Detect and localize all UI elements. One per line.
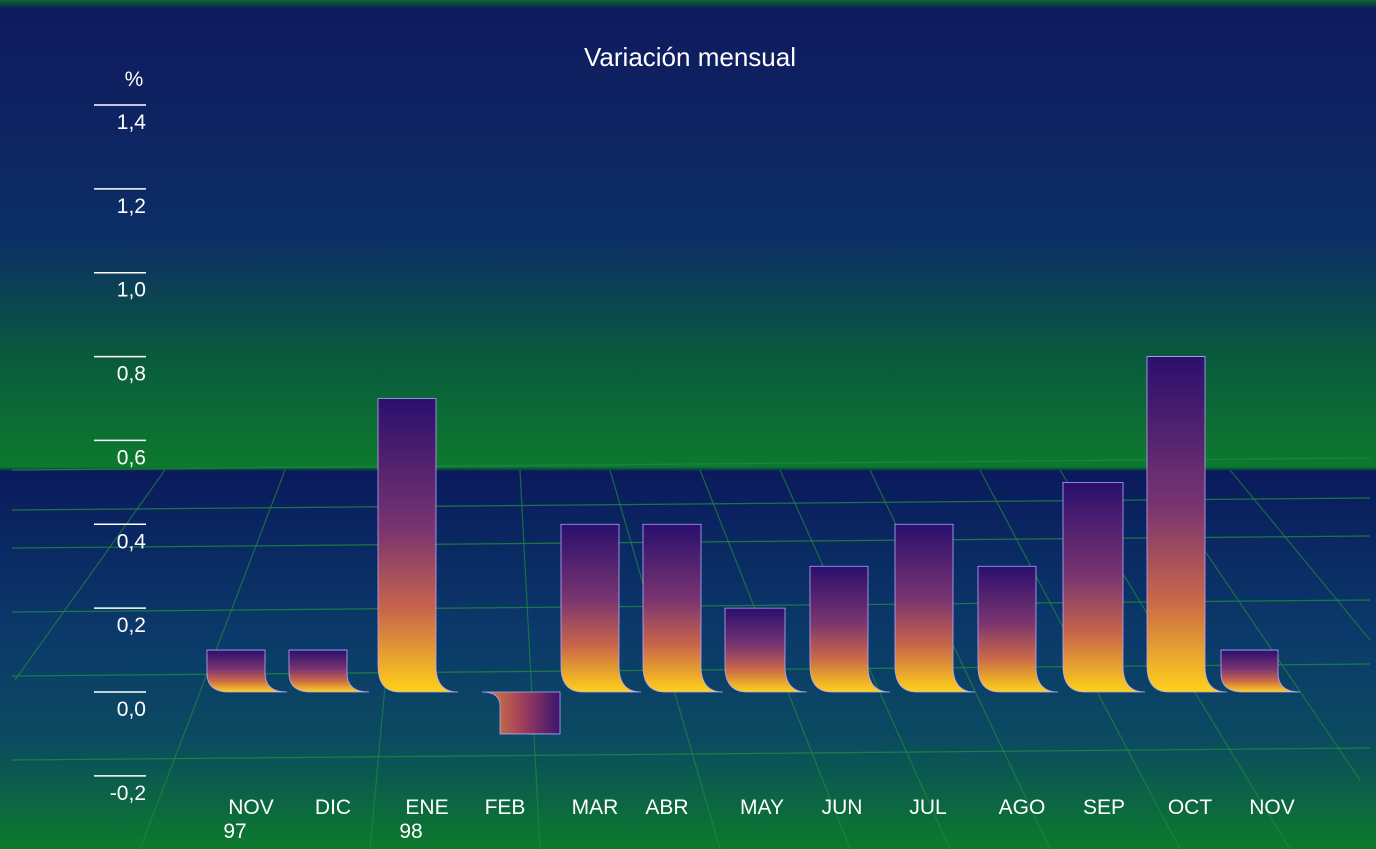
- bar: [642, 523, 724, 693]
- bar: [377, 398, 459, 693]
- x-tick-label: DIC: [315, 796, 351, 819]
- grid-line: [11, 457, 1371, 471]
- y-tick-label: 0,8: [117, 363, 146, 386]
- y-tick-label: 0,6: [117, 446, 146, 469]
- bar-negative: [481, 691, 561, 735]
- y-axis-unit: %: [125, 68, 144, 91]
- grid-line: [1229, 469, 1371, 641]
- x-tick-label: MAR: [572, 796, 619, 819]
- grid-line: [519, 469, 541, 849]
- x-tick-sublabel: 97: [223, 820, 246, 843]
- bar: [1146, 356, 1228, 693]
- x-tick-label: SEP: [1083, 796, 1125, 819]
- x-tick-label: NOV: [1249, 796, 1295, 819]
- bar: [809, 565, 891, 693]
- x-tick-label: FEB: [485, 796, 526, 819]
- bar: [1220, 649, 1301, 693]
- x-tick-label: JUL: [909, 796, 946, 819]
- grid-line: [11, 747, 1371, 761]
- x-tick-label: ENE: [405, 796, 448, 819]
- y-tick-label: 0,2: [117, 614, 146, 637]
- x-tick-label: ABR: [645, 796, 688, 819]
- y-tick-label: 0,0: [117, 698, 146, 721]
- y-tick-label: 1,0: [117, 279, 146, 302]
- x-tick-label: NOV: [228, 796, 274, 819]
- y-tick-label: 1,4: [117, 111, 147, 134]
- x-tick-sublabel: 98: [399, 820, 422, 843]
- x-tick-label: OCT: [1168, 796, 1213, 819]
- x-tick-label: MAY: [740, 796, 784, 819]
- bar: [560, 523, 642, 693]
- bar: [894, 523, 976, 693]
- y-axis: 1,4 1,2 1,0 0,8 0,6 0,4 0,2 0,0 -0,2: [94, 104, 147, 805]
- grid-line: [11, 497, 1371, 511]
- y-tick-label: -0,2: [110, 782, 146, 805]
- x-tick-label: AGO: [999, 796, 1046, 819]
- bar: [977, 565, 1059, 693]
- chart-title: Variación mensual: [584, 42, 796, 72]
- bar: [724, 607, 808, 693]
- bar: [288, 649, 370, 693]
- y-tick-label: 1,2: [117, 195, 146, 218]
- bar: [1062, 481, 1146, 693]
- bars-group: [206, 356, 1301, 735]
- y-tick-label: 0,4: [117, 530, 147, 553]
- bar: [206, 649, 288, 693]
- grid-line: [14, 469, 166, 681]
- x-tick-label: JUN: [822, 796, 863, 819]
